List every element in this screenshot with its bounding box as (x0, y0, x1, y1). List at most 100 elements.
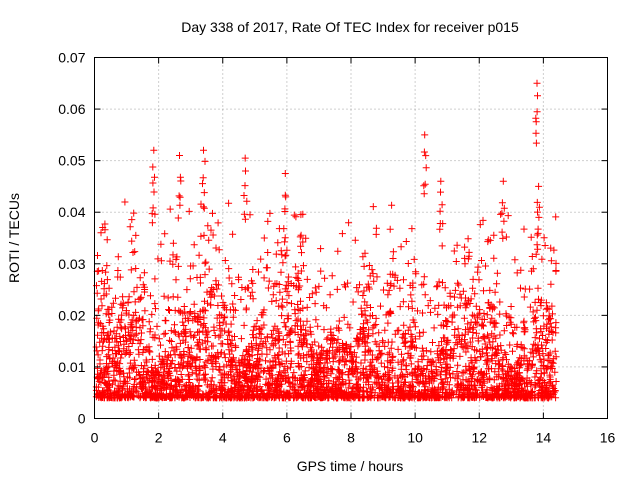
data-point (249, 326, 257, 334)
data-point (193, 314, 201, 322)
data-point (542, 345, 550, 352)
data-point (103, 386, 111, 394)
x-tick-label: 6 (283, 430, 291, 446)
data-point (438, 379, 446, 387)
data-point (410, 392, 418, 399)
data-point (338, 230, 346, 238)
data-point (216, 325, 224, 333)
data-point (105, 284, 113, 292)
data-point (507, 303, 515, 310)
data-point (268, 297, 276, 305)
data-point (281, 350, 289, 358)
data-point (172, 276, 180, 284)
data-point (234, 377, 242, 385)
data-point (317, 245, 325, 253)
x-tick-label: 14 (536, 430, 552, 446)
data-point (277, 387, 285, 395)
data-point (384, 319, 392, 327)
data-point (151, 173, 158, 181)
data-point (173, 253, 181, 261)
data-point (336, 389, 344, 397)
data-point (486, 338, 494, 346)
data-point (377, 302, 384, 310)
data-point (133, 368, 141, 376)
data-point (301, 367, 309, 375)
data-point (532, 317, 540, 325)
data-point (344, 279, 352, 287)
data-point (400, 276, 407, 284)
data-point (361, 311, 369, 319)
data-point (360, 287, 368, 295)
data-point (517, 284, 524, 292)
data-point (384, 291, 392, 299)
data-point (179, 309, 187, 317)
data-point (240, 210, 248, 218)
data-point (171, 329, 179, 337)
data-point (171, 364, 179, 372)
data-point (237, 335, 245, 343)
data-point (386, 308, 394, 316)
data-point (361, 356, 369, 364)
data-point (316, 351, 324, 359)
data-point (408, 304, 416, 312)
data-point (397, 365, 405, 373)
data-point (420, 280, 428, 288)
data-point (423, 362, 431, 370)
data-point (449, 311, 457, 319)
data-point (381, 342, 389, 350)
data-point (486, 374, 494, 382)
data-point (161, 365, 168, 373)
data-point (472, 329, 480, 337)
data-point (398, 350, 405, 358)
data-point (215, 333, 223, 341)
data-point (189, 316, 197, 324)
data-point (520, 345, 528, 353)
data-point (263, 333, 271, 341)
data-point (297, 267, 305, 275)
data-point (492, 334, 500, 342)
data-point (179, 318, 187, 326)
data-point (453, 333, 461, 341)
data-point (271, 340, 279, 348)
y-tick-label: 0.03 (58, 256, 85, 272)
data-point (352, 353, 360, 361)
data-point (486, 236, 494, 244)
data-point (241, 285, 249, 293)
data-point (419, 328, 427, 336)
data-point (143, 368, 151, 376)
data-point (315, 282, 323, 290)
data-point (201, 259, 209, 267)
data-point (471, 290, 479, 298)
data-point (539, 350, 547, 358)
data-point (262, 375, 270, 383)
data-point (493, 373, 501, 381)
data-point (481, 340, 489, 348)
data-point (248, 379, 256, 387)
data-point (176, 201, 184, 209)
data-point (178, 394, 186, 402)
data-point (528, 363, 536, 371)
data-point (155, 335, 163, 343)
x-tick-label: 16 (600, 430, 616, 446)
data-point (446, 353, 454, 361)
data-point (176, 152, 183, 159)
data-point (519, 344, 527, 352)
data-point (461, 243, 469, 251)
data-point (533, 306, 541, 314)
data-point (531, 334, 539, 342)
data-point (542, 299, 550, 307)
data-point (104, 386, 112, 394)
data-point (253, 385, 261, 393)
data-point (254, 365, 262, 373)
data-point (496, 394, 504, 402)
data-point (297, 326, 305, 333)
data-point (166, 205, 174, 213)
data-point (360, 330, 368, 338)
data-point (440, 301, 448, 309)
data-point (169, 251, 177, 259)
data-point (196, 367, 204, 374)
data-point (409, 382, 416, 390)
data-point (244, 376, 252, 384)
data-point (475, 276, 483, 284)
data-point (127, 266, 135, 274)
